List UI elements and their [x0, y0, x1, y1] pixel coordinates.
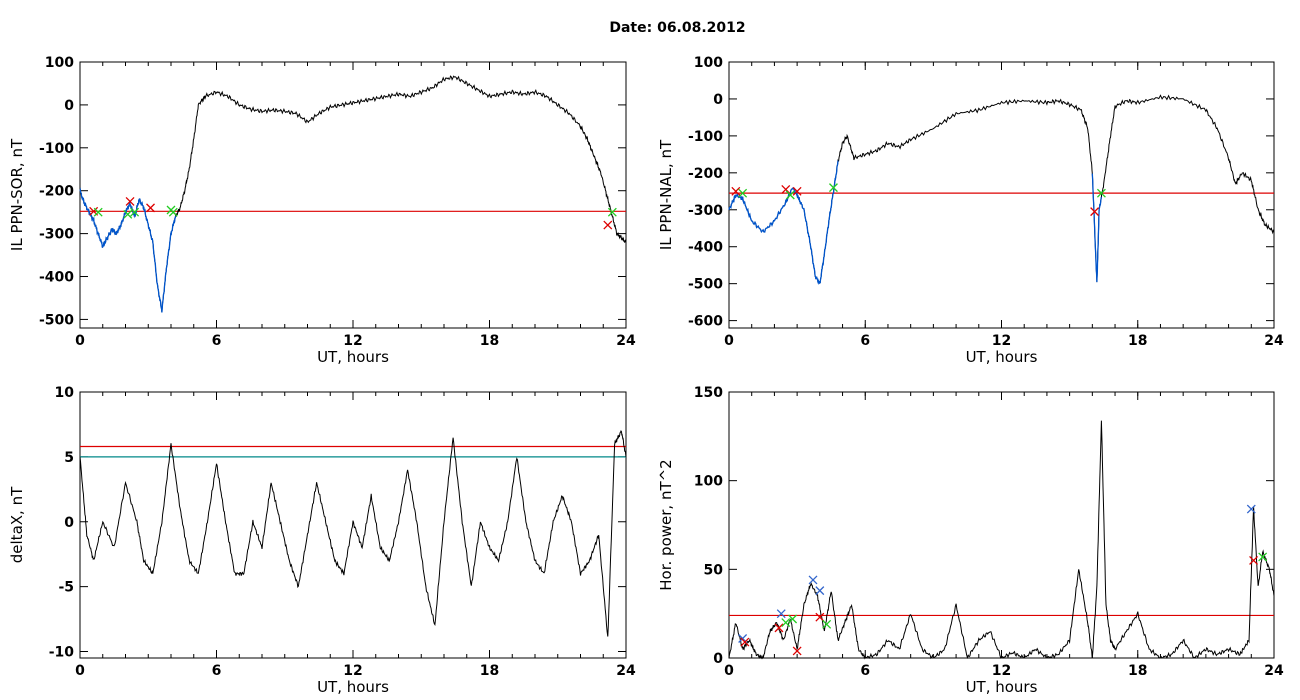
y-tick-label: 0: [64, 98, 74, 114]
plot-frame: [728, 391, 1275, 659]
y-tick-label: 0: [64, 515, 74, 531]
panel-hor-power: 0 6 12 18 24 150 100 50 0 UT, hours Hor. power, nT…: [657, 385, 1284, 696]
event-marker: [93, 207, 103, 217]
event-marker: [125, 196, 135, 206]
series-line: [728, 94, 1275, 285]
event-marker: [808, 575, 818, 585]
event-marker: [123, 209, 133, 219]
y-tick-label: -600: [688, 314, 723, 330]
series-line: [79, 429, 627, 637]
y-tick-label: 0: [713, 651, 723, 667]
y-axis-label: Hor. power, nT^2: [657, 459, 675, 590]
x-tick-label: 18: [480, 663, 499, 679]
y-tick-label: -300: [688, 203, 723, 219]
event-marker: [168, 207, 178, 217]
event-marker: [785, 190, 795, 200]
y-tick-label: 0: [713, 92, 723, 108]
y-tick-label: 5: [64, 450, 74, 466]
event-marker: [607, 207, 617, 217]
event-marker: [828, 183, 838, 193]
panel-il-sor: 0 6 12 18 24 100 0 -100 -200 -300 -400 -500 UT, hour…: [8, 55, 636, 366]
y-tick-label: 100: [45, 55, 74, 71]
event-marker: [781, 618, 791, 627]
highlight-segment: [728, 160, 839, 286]
event-marker: [781, 184, 791, 194]
event-marker: [603, 220, 613, 230]
x-tick-label: 6: [212, 663, 222, 679]
x-tick-label: 12: [992, 333, 1011, 349]
x-tick-label: 18: [1128, 333, 1147, 349]
y-tick-label: 150: [694, 385, 723, 401]
y-tick-label: -200: [39, 184, 74, 200]
y-tick-label: 50: [704, 562, 724, 578]
y-tick-label: -400: [39, 270, 74, 286]
y-tick-label: -100: [39, 141, 74, 157]
x-axis-label: UT, hours: [966, 348, 1038, 366]
event-marker: [792, 646, 802, 656]
x-tick-label: 0: [75, 333, 85, 349]
event-marker: [822, 619, 832, 629]
y-tick-label: -100: [688, 129, 723, 145]
highlight-segment: [1091, 173, 1103, 283]
y-tick-label: 10: [55, 385, 75, 401]
event-marker: [815, 612, 825, 622]
event-marker: [146, 203, 155, 213]
event-marker: [1090, 207, 1100, 217]
x-tick-label: 0: [724, 663, 734, 679]
x-tick-label: 6: [860, 333, 870, 349]
x-tick-label: 24: [616, 663, 636, 679]
y-tick-label: -500: [688, 277, 723, 293]
event-marker: [788, 614, 798, 624]
y-tick-label: -5: [58, 580, 74, 596]
x-tick-label: 18: [1128, 663, 1147, 679]
y-tick-label: -400: [688, 240, 723, 256]
x-tick-label: 0: [75, 663, 85, 679]
x-tick-label: 12: [343, 663, 362, 679]
event-marker: [1246, 504, 1256, 514]
x-tick-label: 24: [1264, 333, 1284, 349]
x-tick-label: 24: [1264, 663, 1284, 679]
event-marker: [1096, 188, 1106, 198]
y-tick-label: -500: [39, 312, 74, 328]
series-line: [79, 75, 627, 313]
y-axis-label: IL PPN-SOR, nT: [8, 138, 26, 251]
event-marker: [1258, 552, 1268, 562]
event-marker: [776, 609, 786, 619]
y-tick-label: -200: [688, 166, 723, 182]
event-marker: [792, 186, 802, 196]
x-tick-label: 24: [616, 333, 636, 349]
x-tick-label: 6: [212, 333, 222, 349]
x-tick-label: 18: [480, 333, 499, 349]
event-marker: [1249, 556, 1259, 565]
event-marker: [815, 586, 825, 596]
panel-deltax: 0 6 12 18 24 10 5 0 -5 -10 UT, hours deltaX, nT: [8, 385, 636, 696]
x-axis-label: UT, hours: [317, 678, 389, 696]
x-tick-label: 0: [724, 333, 734, 349]
y-tick-label: 100: [694, 55, 723, 71]
y-tick-label: -10: [49, 645, 75, 661]
x-tick-label: 12: [343, 333, 362, 349]
event-marker: [130, 207, 140, 217]
x-axis-label: UT, hours: [317, 348, 389, 366]
series-line: [728, 420, 1275, 660]
y-tick-label: 100: [694, 474, 723, 490]
event-marker: [774, 623, 784, 633]
y-axis-label: IL PPN-NAL, nT: [657, 139, 675, 250]
event-marker: [738, 188, 748, 198]
highlight-segment: [79, 187, 177, 313]
event-marker: [740, 637, 750, 647]
x-axis-label: UT, hours: [966, 678, 1038, 696]
x-tick-label: 12: [992, 663, 1011, 679]
y-axis-label: deltaX, nT: [8, 486, 26, 563]
x-tick-label: 6: [860, 663, 870, 679]
panel-il-nal: 0 6 12 18 24 100 0 -100 -200 -300 -400 -500 -600 UT, …: [657, 55, 1284, 366]
figure-title: Date: 06.08.2012: [609, 20, 746, 36]
event-marker: [731, 186, 741, 196]
y-tick-label: -300: [39, 227, 74, 243]
